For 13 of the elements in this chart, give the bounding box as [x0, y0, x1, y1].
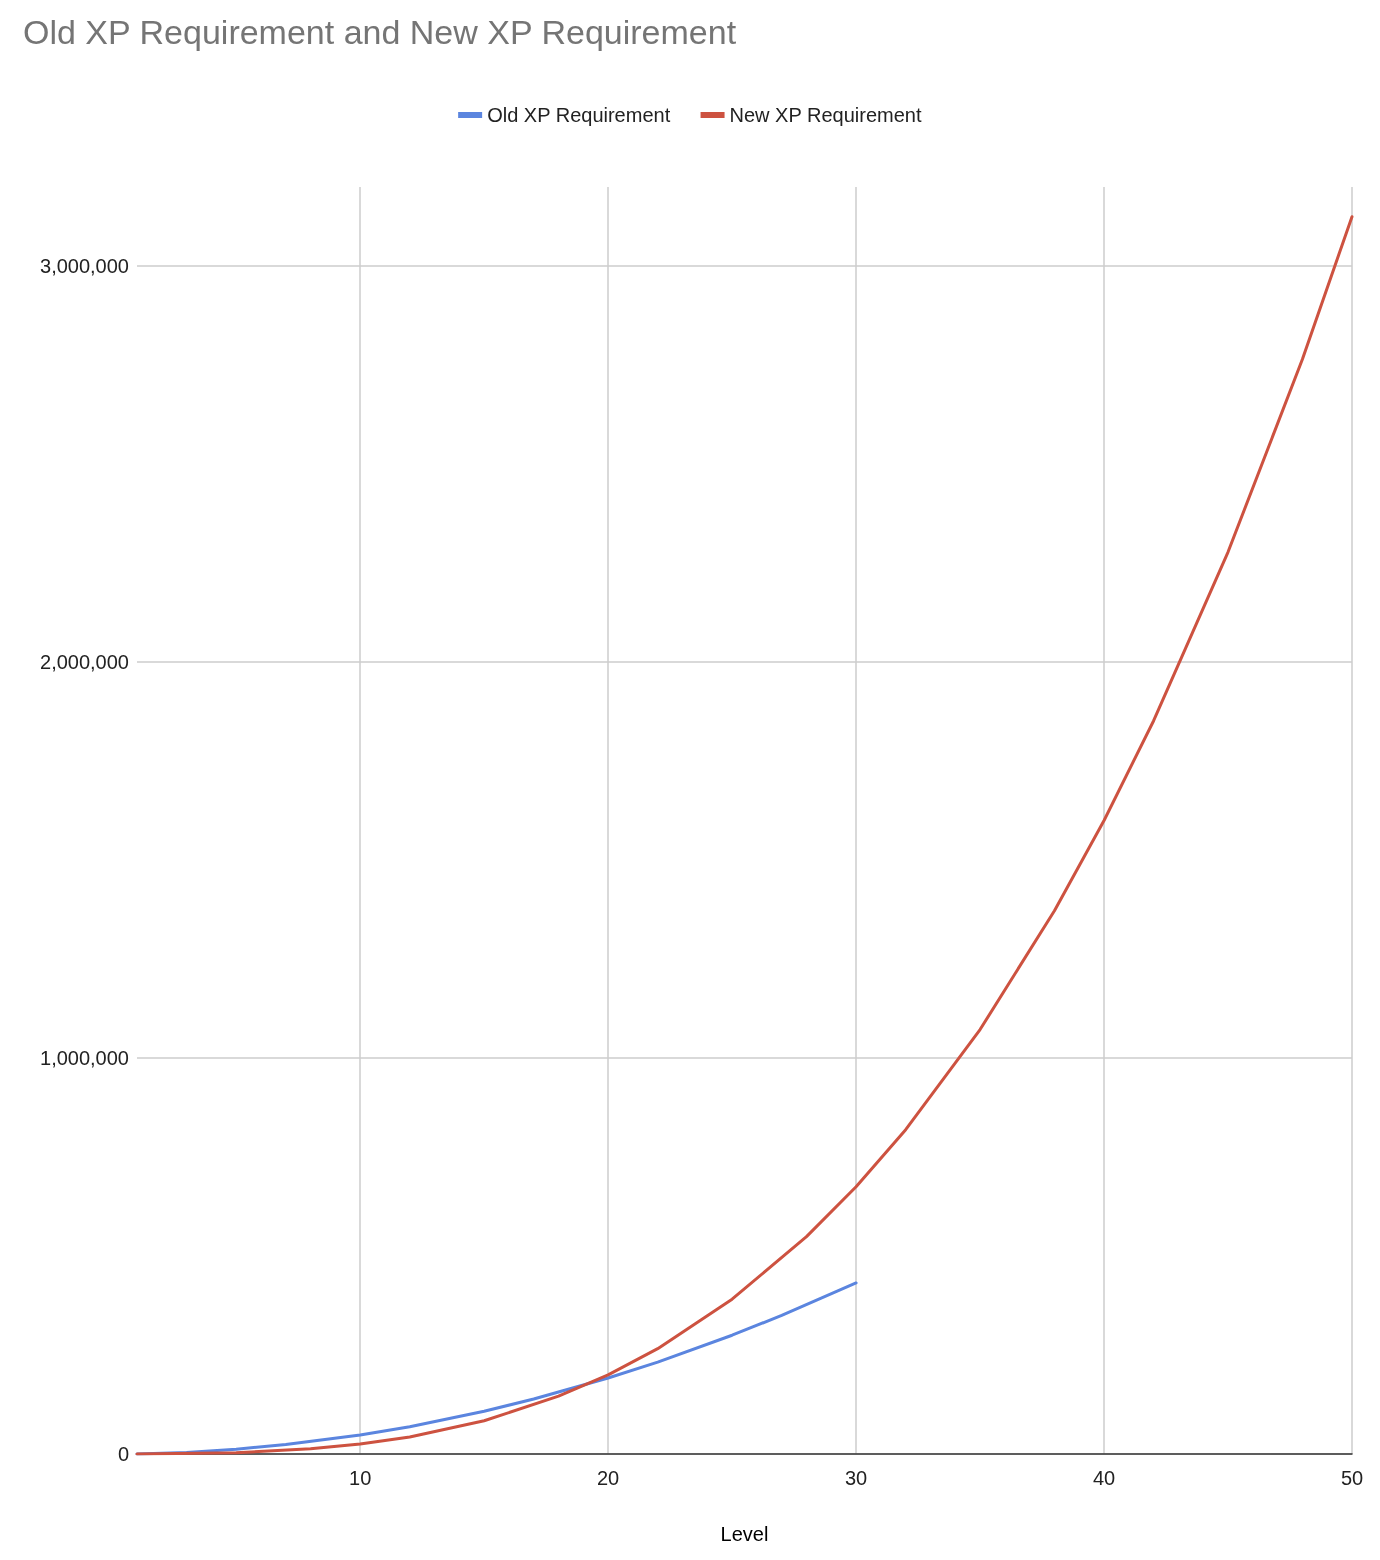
y-tick-label: 0 [117, 1443, 129, 1465]
x-tick-label: 10 [349, 1467, 372, 1489]
legend-label: Old XP Requirement [487, 104, 671, 126]
x-tick-label: 50 [1340, 1467, 1364, 1489]
x-tick-label: 20 [597, 1467, 620, 1489]
x-axis-title: Level [720, 1523, 769, 1545]
x-tick-label: 40 [1092, 1467, 1116, 1489]
y-tick-label: 2,000,000 [40, 651, 129, 674]
chart-title: Old XP Requirement and New XP Requirement [23, 13, 737, 51]
y-tick-label: 1,000,000 [40, 1047, 129, 1070]
legend-label: New XP Requirement [729, 104, 922, 126]
x-tick-label: 30 [844, 1467, 868, 1489]
y-tick-label: 3,000,000 [40, 255, 129, 278]
